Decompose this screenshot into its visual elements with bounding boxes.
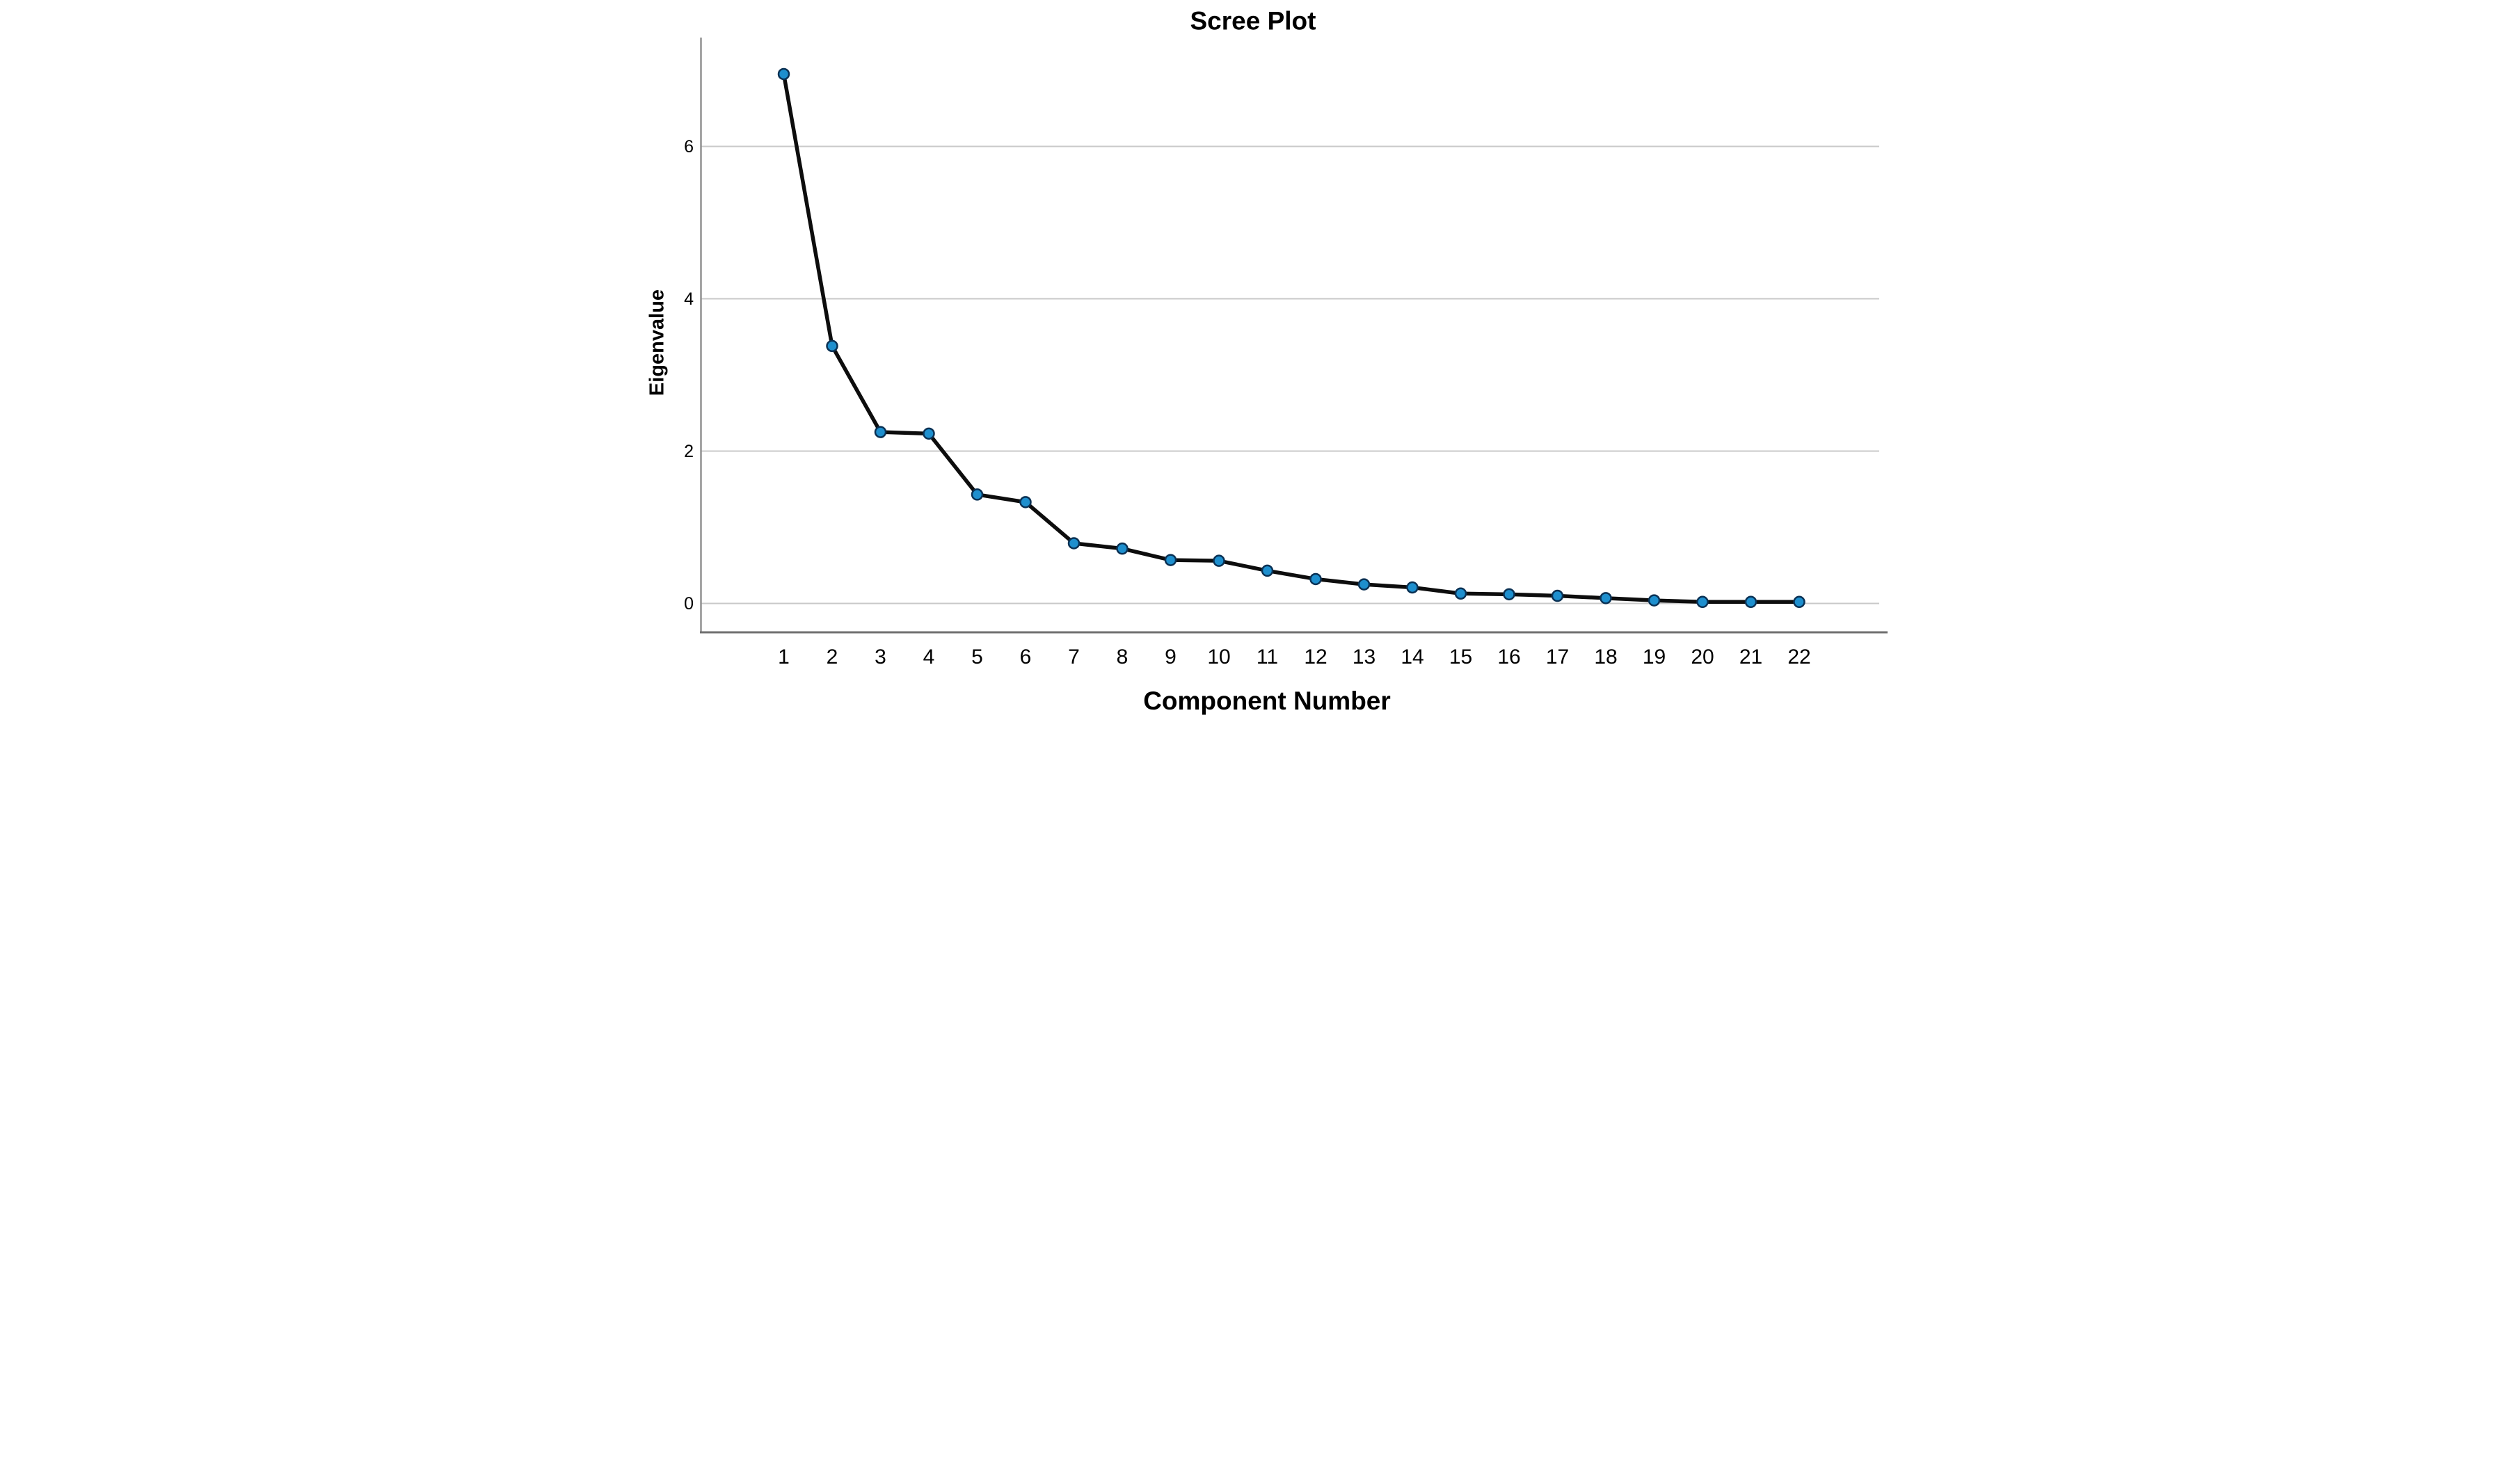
data-point-13 [1357,578,1370,591]
x-tick-label-15: 15 [1449,646,1472,668]
x-tick-label-16: 16 [1497,646,1520,668]
x-tick-label-18: 18 [1594,646,1617,668]
y-tick-labels: 0 2 4 6 [684,137,694,614]
y-axis-label: Eigenvalue [646,289,668,396]
x-tick-label-21: 21 [1739,646,1762,668]
data-point-1 [777,67,790,81]
x-tick-labels: 1 2 3 4 5 6 7 8 9 10 11 12 13 14 15 16 17 18 19 20 21 22 [778,646,1811,668]
x-tick-label-3: 3 [875,646,886,668]
data-point-3 [874,426,886,438]
data-points [777,67,1805,609]
data-point-19 [1648,594,1660,607]
x-axis-label: Component Number [1143,687,1391,715]
data-point-5 [971,488,983,501]
data-point-16 [1502,588,1515,601]
series-line [781,72,1801,604]
y-tick-label-4: 4 [684,289,694,309]
data-point-21 [1744,595,1757,609]
data-point-4 [922,427,935,440]
x-tick-label-4: 4 [923,646,934,668]
data-point-12 [1309,572,1322,586]
x-tick-label-6: 6 [1019,646,1031,668]
x-tick-label-22: 22 [1787,646,1810,668]
x-tick-label-14: 14 [1401,646,1424,668]
data-point-20 [1696,595,1709,609]
data-point-17 [1551,589,1563,602]
data-point-7 [1067,537,1080,550]
chart-title: Scree Plot [1190,7,1316,35]
data-point-18 [1599,592,1612,604]
data-point-9 [1164,554,1177,566]
x-tick-label-19: 19 [1642,646,1665,668]
x-tick-label-20: 20 [1691,646,1714,668]
x-tick-label-9: 9 [1165,646,1177,668]
x-tick-label-2: 2 [826,646,838,668]
y-tick-label-0: 0 [684,594,694,614]
data-point-14 [1405,581,1419,594]
x-tick-label-10: 10 [1207,646,1230,668]
x-tick-label-7: 7 [1068,646,1080,668]
x-tick-label-5: 5 [971,646,983,668]
data-point-10 [1212,554,1225,567]
y-tick-label-6: 6 [684,137,694,157]
x-tick-label-12: 12 [1304,646,1327,668]
data-point-11 [1261,564,1273,577]
x-tick-label-17: 17 [1545,646,1568,668]
data-point-15 [1454,587,1467,600]
x-tick-label-1: 1 [778,646,790,668]
gridlines [701,145,1879,604]
data-point-22 [1792,595,1805,609]
x-tick-label-11: 11 [1256,646,1277,668]
x-tick-label-13: 13 [1352,646,1375,668]
x-tick-label-8: 8 [1116,646,1128,668]
y-tick-label-2: 2 [684,442,694,461]
data-point-8 [1115,542,1129,555]
data-point-6 [1019,496,1032,508]
data-point-2 [825,339,838,353]
